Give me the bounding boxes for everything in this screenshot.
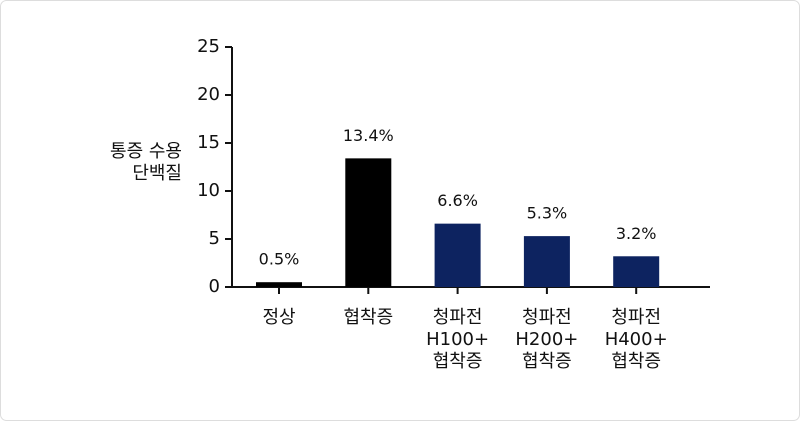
x-tick-label: 정상	[262, 307, 296, 328]
value-label: 5.3%	[527, 204, 568, 223]
value-label: 3.2%	[616, 224, 657, 243]
value-label: 13.4%	[343, 126, 394, 145]
x-tick-label: 청파전 H100+ 협착증	[426, 307, 490, 372]
bar	[523, 236, 570, 287]
y-tick-label: 0	[209, 276, 220, 297]
bar	[613, 256, 660, 287]
y-tick-label: 5	[209, 228, 220, 249]
y-axis-label: 통증 수용 단백질	[110, 141, 182, 184]
y-tick-label: 25	[197, 36, 220, 57]
bar	[256, 282, 302, 287]
bar	[345, 158, 392, 287]
bar	[434, 223, 481, 287]
y-tick-label: 15	[197, 132, 220, 153]
value-label: 6.6%	[437, 191, 478, 210]
y-tick-label: 10	[197, 180, 220, 201]
x-tick-label: 협착증	[343, 307, 394, 328]
x-tick-label: 청파전 H200+ 협착증	[515, 307, 579, 372]
value-label: 0.5%	[259, 250, 300, 269]
x-tick-label: 청파전 H400+ 협착증	[604, 307, 668, 372]
y-tick-label: 20	[197, 84, 220, 105]
